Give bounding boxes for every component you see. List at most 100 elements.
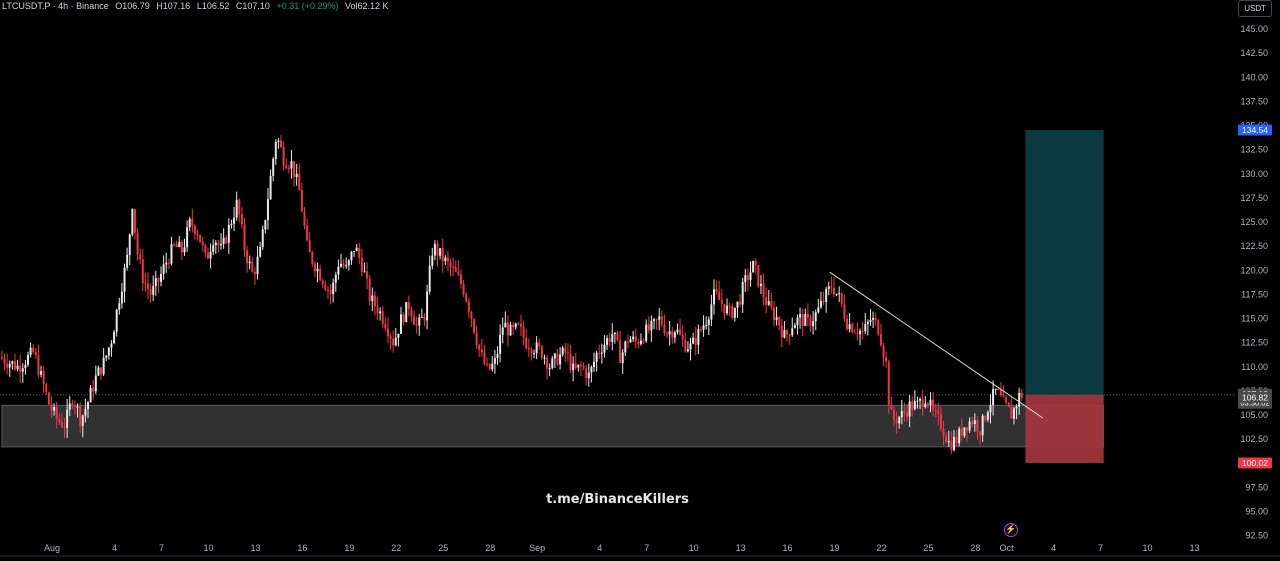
candle-body bbox=[340, 263, 343, 267]
candle bbox=[360, 248, 363, 277]
candle bbox=[235, 191, 238, 221]
candle bbox=[248, 255, 251, 270]
candle bbox=[778, 316, 781, 331]
candle bbox=[102, 348, 105, 376]
time-tick-label: 4 bbox=[112, 543, 117, 553]
candle bbox=[799, 307, 802, 329]
candle bbox=[389, 333, 392, 350]
candle-body bbox=[160, 273, 163, 282]
currency-button[interactable]: USDT bbox=[1238, 0, 1272, 17]
candle-body bbox=[650, 320, 653, 331]
candle bbox=[363, 262, 366, 273]
candle bbox=[16, 359, 19, 372]
candle bbox=[58, 413, 61, 425]
candle-body bbox=[120, 291, 123, 304]
candle bbox=[274, 139, 277, 165]
candle bbox=[199, 234, 202, 243]
candle-body bbox=[817, 307, 820, 313]
candle bbox=[619, 330, 622, 364]
candle-body bbox=[225, 237, 228, 243]
candle bbox=[892, 405, 895, 427]
candle-body bbox=[634, 336, 637, 342]
candle bbox=[574, 352, 577, 370]
candle-body bbox=[624, 341, 627, 353]
legend-symbol[interactable]: LTCUSDT.P · 4h · Binance bbox=[2, 1, 109, 11]
candle bbox=[559, 347, 562, 370]
candle bbox=[55, 401, 58, 429]
candle bbox=[303, 207, 306, 230]
candle bbox=[167, 258, 170, 270]
candle bbox=[519, 314, 522, 336]
candle-body bbox=[73, 404, 76, 407]
candle bbox=[89, 384, 92, 403]
candle-body bbox=[413, 316, 416, 325]
candle bbox=[170, 236, 173, 266]
candle-body bbox=[566, 352, 569, 354]
candle bbox=[316, 262, 319, 283]
candle-body bbox=[671, 331, 674, 338]
candle bbox=[157, 277, 160, 294]
time-axis[interactable]: Aug 4 7 10 13 16 19 22 25 28 Sep 4 7 10 13 16 19 22 25 28 Oc… bbox=[0, 543, 1280, 557]
candle-body bbox=[684, 339, 687, 352]
time-tick-label: 10 bbox=[203, 543, 213, 553]
candle-body bbox=[60, 421, 63, 427]
candle bbox=[561, 345, 564, 357]
candle-body bbox=[107, 347, 110, 356]
candle bbox=[945, 432, 948, 444]
candle-body bbox=[238, 199, 241, 215]
candle bbox=[107, 346, 110, 360]
candle bbox=[6, 353, 9, 375]
candle bbox=[426, 284, 429, 330]
candle bbox=[183, 238, 186, 256]
candle bbox=[645, 319, 648, 343]
candle-body bbox=[368, 278, 371, 302]
candle-body bbox=[707, 319, 710, 326]
candle bbox=[866, 319, 869, 336]
candle bbox=[3, 353, 6, 370]
candle bbox=[473, 318, 476, 335]
candle bbox=[611, 323, 614, 351]
candle-body bbox=[997, 388, 1000, 390]
candle-body bbox=[587, 372, 590, 379]
candle-body bbox=[282, 147, 285, 166]
candle bbox=[253, 267, 256, 285]
candle bbox=[793, 322, 796, 329]
candle-body bbox=[40, 371, 43, 375]
candle-body bbox=[791, 328, 794, 336]
candle-body bbox=[34, 352, 37, 356]
candle-body bbox=[444, 257, 447, 262]
candle-body bbox=[749, 272, 752, 280]
price-tick-label: 132.50 bbox=[1240, 145, 1268, 155]
candle-body bbox=[66, 409, 69, 428]
candle bbox=[220, 233, 223, 250]
lightning-icon[interactable]: ⚡ bbox=[1004, 523, 1018, 537]
candle-body bbox=[864, 324, 867, 332]
candle bbox=[968, 417, 971, 433]
candle bbox=[749, 261, 752, 287]
candle-body bbox=[71, 403, 74, 405]
candle-body bbox=[994, 388, 997, 390]
time-tick-label: 22 bbox=[391, 543, 401, 553]
candle-body bbox=[196, 234, 199, 236]
candle bbox=[840, 292, 843, 308]
candle bbox=[624, 340, 627, 357]
candle-body bbox=[999, 389, 1002, 396]
candle bbox=[1010, 396, 1013, 419]
candle-body bbox=[757, 265, 760, 287]
candle-body bbox=[608, 338, 611, 342]
candle-body bbox=[629, 339, 632, 343]
candle-body bbox=[204, 245, 207, 253]
candle bbox=[671, 326, 674, 344]
candle bbox=[882, 342, 885, 367]
candle bbox=[846, 314, 849, 331]
candle bbox=[491, 356, 494, 372]
candle bbox=[593, 352, 596, 372]
candle-body bbox=[8, 363, 11, 368]
candle bbox=[653, 317, 656, 330]
candle bbox=[60, 413, 63, 429]
candle bbox=[579, 360, 582, 376]
candle bbox=[809, 314, 812, 333]
candle bbox=[780, 318, 783, 348]
candle bbox=[13, 353, 16, 372]
